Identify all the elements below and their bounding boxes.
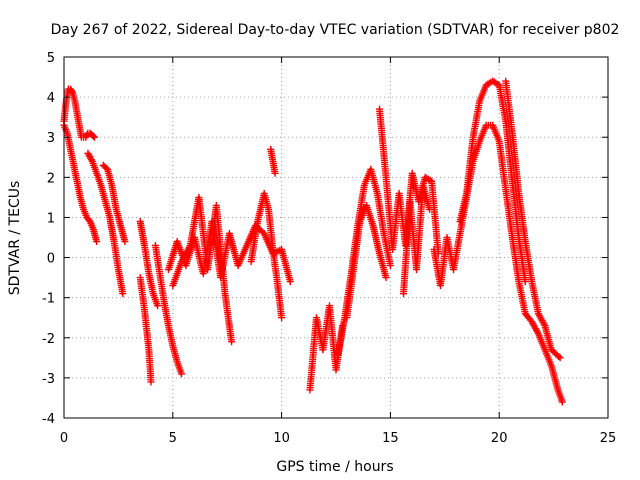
data-point	[228, 338, 236, 346]
data-point	[89, 132, 97, 140]
series-6	[136, 274, 155, 386]
data-point	[558, 398, 566, 406]
data-point	[87, 156, 95, 164]
data-point	[555, 353, 563, 360]
x-tick-label: 25	[600, 431, 617, 446]
y-tick-label: -1	[42, 292, 55, 307]
series-12	[306, 302, 346, 394]
data-point	[521, 278, 529, 286]
data-point	[178, 370, 185, 378]
y-axis-label: SDTVAR / TECUs	[7, 181, 23, 296]
data-markers	[60, 77, 566, 406]
y-tick-label: 0	[47, 252, 55, 267]
data-point	[121, 238, 129, 245]
series-3	[84, 149, 127, 298]
chart-title: Day 267 of 2022, Sidereal Day-to-day VTE…	[51, 22, 620, 38]
x-axis-label: GPS time / hours	[276, 459, 393, 475]
series-11	[267, 145, 279, 177]
data-point	[147, 378, 155, 386]
y-tick-label: 3	[47, 131, 55, 146]
series-2	[60, 121, 101, 245]
series-7	[151, 242, 185, 378]
data-point	[271, 169, 279, 177]
data-point	[154, 302, 162, 310]
data-point	[286, 278, 294, 286]
y-tick-label: 1	[47, 211, 55, 226]
data-point	[278, 314, 286, 322]
series-14	[343, 201, 390, 322]
series-5	[136, 218, 162, 310]
y-tick-label: -3	[42, 372, 55, 387]
series-10	[247, 189, 286, 322]
data-point	[386, 262, 394, 270]
series-17	[430, 121, 566, 406]
data-point	[382, 274, 390, 282]
x-tick-label: 20	[491, 431, 508, 446]
series-16	[400, 181, 434, 298]
series-19	[502, 77, 564, 362]
x-tick-label: 5	[169, 431, 177, 446]
data-point	[93, 238, 101, 245]
axis-ticks: -4 -3 -2 -1 0 1 2 3 4 5 0 5 10 15 20 25	[42, 51, 616, 446]
y-tick-label: 4	[47, 91, 55, 106]
plot-frame	[63, 56, 609, 419]
y-tick-label: 5	[47, 51, 55, 66]
data-point	[119, 290, 127, 298]
x-tick-label: 0	[60, 431, 68, 446]
series-9	[169, 193, 236, 346]
data-point	[556, 354, 564, 362]
y-tick-label: -4	[42, 412, 55, 427]
data-point	[426, 205, 434, 213]
y-tick-label: 2	[47, 171, 55, 186]
x-tick-label: 10	[273, 431, 290, 446]
y-tick-label: -2	[42, 332, 55, 347]
series-4	[99, 161, 129, 245]
x-tick-label: 15	[382, 431, 399, 446]
data-point	[91, 133, 98, 141]
